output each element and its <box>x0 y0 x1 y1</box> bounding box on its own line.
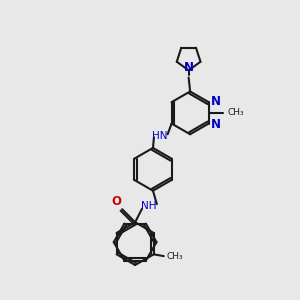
Text: NH: NH <box>141 202 156 212</box>
Text: N: N <box>211 118 221 131</box>
Text: N: N <box>184 61 194 74</box>
Text: HN: HN <box>152 131 167 141</box>
Text: CH₃: CH₃ <box>227 108 244 117</box>
Text: O: O <box>111 195 121 208</box>
Text: CH₃: CH₃ <box>167 252 183 261</box>
Text: N: N <box>211 95 221 108</box>
